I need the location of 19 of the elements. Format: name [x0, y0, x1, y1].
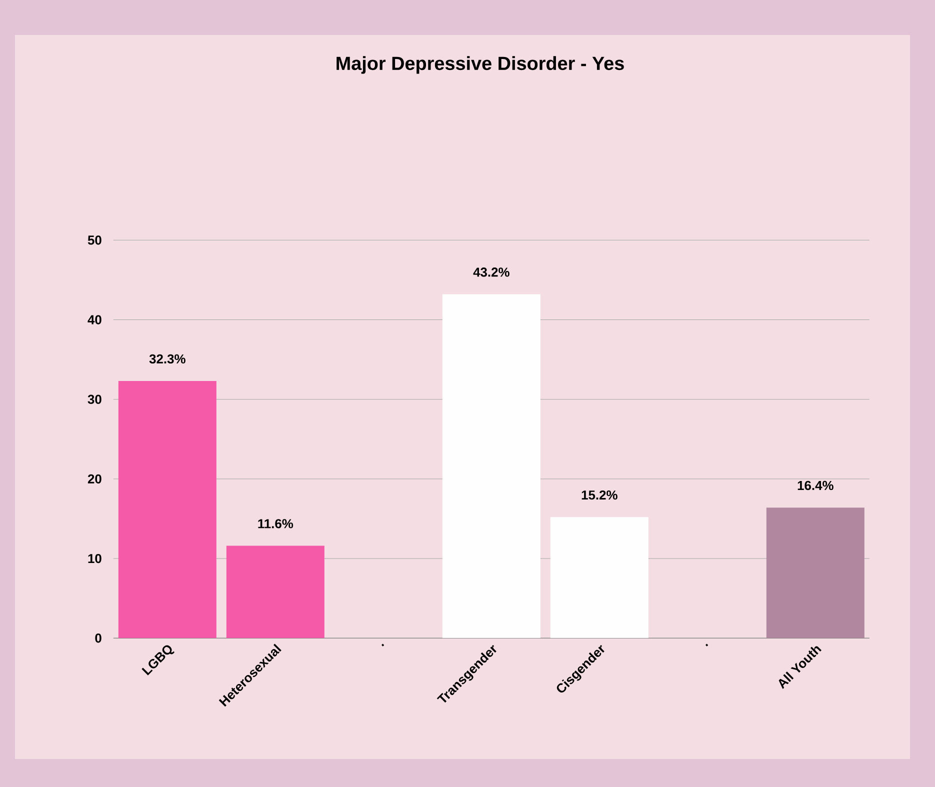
- bar: [766, 508, 864, 638]
- data-label: 15.2%: [582, 490, 618, 500]
- bar: [226, 546, 324, 638]
- y-tick-label: 30: [88, 394, 102, 404]
- chart-title: Major Depressive Disorder - Yes: [336, 56, 624, 74]
- bar: [550, 517, 648, 638]
- x-tick-label: .: [705, 644, 708, 646]
- y-tick-label: 50: [88, 236, 102, 245]
- y-tick-label: 40: [88, 315, 102, 324]
- y-tick-label: 20: [88, 474, 102, 484]
- bar: [118, 381, 216, 638]
- y-tick-label: 0: [95, 634, 102, 643]
- bar: [442, 294, 540, 638]
- data-label: 11.6%: [258, 519, 294, 528]
- data-label: 43.2%: [473, 268, 510, 277]
- data-label: 16.4%: [798, 480, 834, 490]
- data-label: 32.3%: [149, 354, 186, 364]
- y-tick-label: 10: [88, 554, 102, 564]
- x-tick-label: .: [381, 644, 384, 646]
